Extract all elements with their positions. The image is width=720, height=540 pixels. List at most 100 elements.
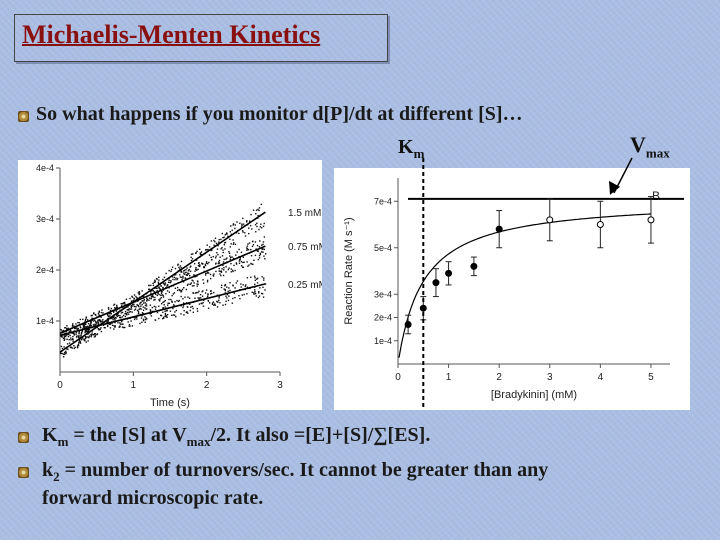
- data-point: [154, 280, 156, 282]
- data-point: [67, 335, 70, 338]
- data-point: [225, 295, 227, 297]
- data-point: [140, 317, 143, 319]
- data-point: [193, 284, 195, 287]
- data-point: [91, 330, 93, 332]
- data-point: [404, 320, 412, 328]
- data-point: [255, 209, 258, 211]
- data-point: [203, 265, 205, 268]
- data-point: [248, 264, 250, 266]
- data-point: [189, 266, 191, 268]
- data-point: [100, 327, 102, 329]
- data-point: [221, 232, 224, 235]
- data-point: [113, 313, 116, 316]
- data-point: [195, 292, 197, 294]
- data-point: [100, 316, 102, 318]
- data-point: [72, 332, 75, 335]
- data-point: [225, 300, 227, 302]
- data-point: [180, 260, 183, 263]
- data-point: [241, 223, 243, 225]
- data-point: [240, 286, 242, 288]
- data-point: [196, 250, 198, 253]
- data-point: [94, 335, 96, 338]
- data-point: [114, 326, 116, 328]
- data-point: [63, 353, 66, 355]
- data-point: [190, 253, 193, 255]
- data-point: [84, 319, 87, 322]
- data-point: [158, 317, 160, 320]
- data-point: [148, 299, 150, 301]
- data-point: [261, 244, 263, 246]
- data-point: [134, 308, 137, 310]
- data-point: [193, 282, 195, 284]
- data-point: [130, 320, 132, 322]
- data-point: [78, 331, 81, 333]
- data-point: [242, 261, 244, 264]
- data-point: [199, 293, 202, 296]
- data-point: [93, 333, 96, 335]
- data-point: [156, 294, 158, 297]
- data-point: [221, 268, 223, 270]
- data-point: [188, 273, 190, 275]
- data-point: [246, 277, 249, 279]
- data-point: [84, 331, 86, 334]
- data-point: [92, 320, 95, 322]
- data-point: [153, 299, 155, 301]
- data-point: [261, 227, 263, 229]
- data-point: [232, 257, 235, 260]
- data-point: [190, 282, 193, 284]
- data-point: [201, 291, 203, 293]
- data-point: [234, 269, 236, 272]
- data-point: [182, 277, 184, 279]
- data-point: [144, 318, 147, 321]
- data-point: [185, 311, 188, 314]
- data-point: [107, 308, 110, 310]
- data-point: [82, 324, 84, 326]
- data-point: [246, 261, 248, 263]
- vmax-annotation: Vmax: [630, 132, 670, 161]
- data-point: [60, 352, 62, 355]
- data-point: [231, 302, 234, 304]
- data-point: [198, 303, 201, 305]
- data-point: [470, 262, 478, 270]
- data-point: [117, 313, 119, 315]
- data-point: [91, 314, 93, 317]
- data-point: [75, 326, 78, 328]
- data-point: [210, 277, 212, 280]
- data-point: [68, 342, 71, 344]
- data-point: [217, 253, 219, 256]
- data-point: [254, 277, 256, 279]
- michaelis-menten-chart: 0 1 2 3 4 5 1e-4 2e-4 3e-4 5e-4 7e-4 [Bradykinin] (…: [343, 178, 684, 401]
- data-point: [86, 325, 88, 328]
- data-point: [255, 248, 257, 250]
- data-point: [71, 332, 73, 334]
- data-point: [218, 299, 220, 301]
- data-point: [96, 333, 99, 335]
- data-point: [214, 241, 216, 243]
- data-point: [182, 306, 184, 309]
- data-point: [215, 255, 217, 257]
- data-point: [189, 309, 192, 312]
- data-point: [120, 320, 123, 323]
- data-point: [238, 232, 240, 235]
- data-point: [85, 326, 88, 328]
- data-point: [119, 325, 121, 327]
- data-point: [546, 216, 554, 224]
- data-point: [222, 304, 224, 306]
- data-point: [168, 298, 170, 301]
- x-tick-label: 0: [57, 380, 63, 391]
- data-point: [216, 300, 218, 303]
- data-point: [133, 294, 136, 296]
- data-point: [240, 251, 243, 254]
- data-point: [142, 312, 144, 315]
- data-point: [190, 259, 193, 262]
- data-point: [230, 262, 232, 265]
- data-point: [160, 290, 163, 293]
- data-point: [232, 224, 234, 226]
- data-point: [98, 311, 100, 314]
- data-point: [131, 311, 133, 313]
- data-point: [263, 277, 265, 279]
- data-point: [66, 343, 69, 345]
- data-point: [246, 247, 248, 249]
- data-point: [188, 268, 190, 271]
- data-point: [129, 325, 131, 327]
